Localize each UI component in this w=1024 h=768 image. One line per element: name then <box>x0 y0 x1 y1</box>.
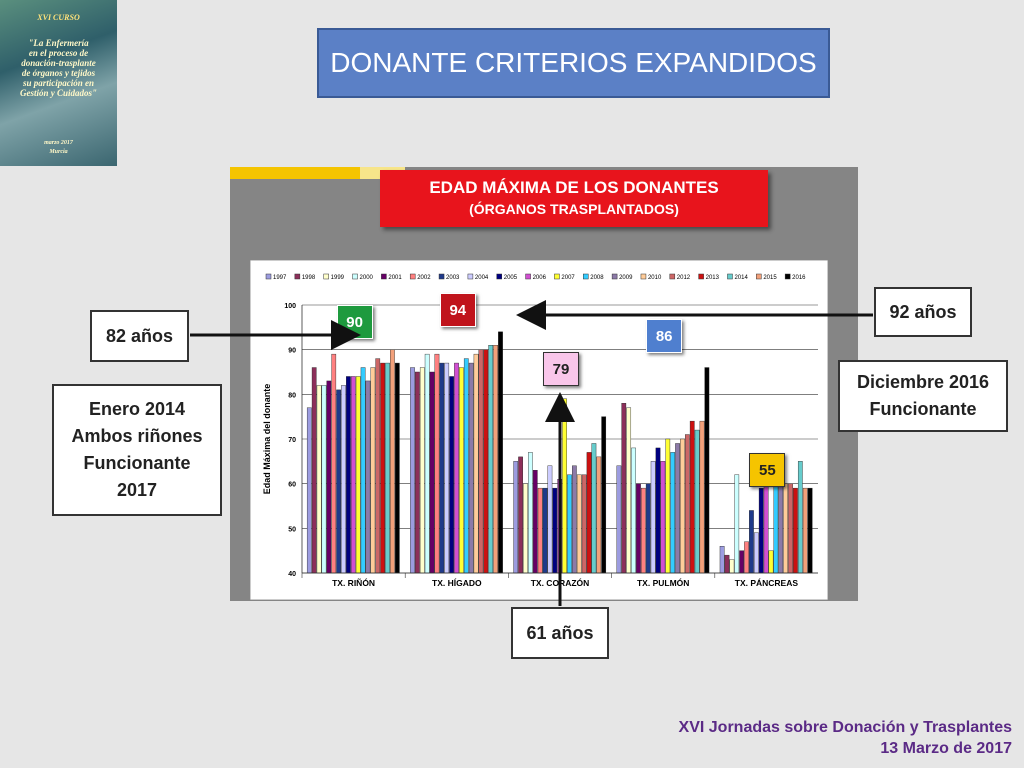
max-age-badge: 55 <box>749 453 786 487</box>
max-age-badge: 79 <box>543 352 579 386</box>
legend-label: 2008 <box>590 275 604 281</box>
y-tick-label: 80 <box>288 392 296 399</box>
legend-swatch <box>669 273 676 280</box>
legend-label: 2015 <box>763 275 777 281</box>
callout-line: Ambos riñones <box>71 426 203 446</box>
footer-date: 13 Marzo de 2017 <box>880 740 1012 758</box>
cover-line: "La Enfermería <box>28 38 89 48</box>
legend-label: 1999 <box>331 275 345 281</box>
y-tick-label: 40 <box>288 571 296 578</box>
legend-label: 2005 <box>504 275 518 281</box>
legend-swatch <box>323 273 329 280</box>
callout-line: 2017 <box>116 480 158 500</box>
callout-line: Enero 2014 <box>88 399 186 419</box>
legend-label: 2001 <box>388 275 402 281</box>
legend-swatch <box>496 273 502 280</box>
legend-swatch <box>409 273 416 280</box>
cover-date: marzo 2017 <box>44 140 73 146</box>
callout-line: Diciembre 2016 <box>856 372 990 392</box>
x-tick-label: TX. PÁNCREAS <box>735 578 799 588</box>
legend-swatch <box>265 273 272 280</box>
legend-swatch <box>467 273 474 280</box>
legend-swatch <box>525 273 531 280</box>
decorative-strip <box>230 167 360 179</box>
legend-swatch <box>294 273 301 280</box>
chart-title: EDAD MÁXIMA DE LOS DONANTES <box>429 178 719 197</box>
chart-title-banner: EDAD MÁXIMA DE LOS DONANTES (ÓRGANOS TRA… <box>380 170 768 227</box>
slide-title: DONANTE CRITERIOS EXPANDIDOS <box>317 28 830 98</box>
y-tick-label: 100 <box>284 303 296 310</box>
legend-swatch <box>756 273 762 280</box>
legend-swatch <box>352 273 358 280</box>
callout-line: Funcionante <box>869 399 977 419</box>
x-tick-label: TX. RIÑÓN <box>332 577 375 588</box>
cover-line: donación-trasplante <box>21 58 96 69</box>
y-tick-label: 70 <box>288 437 296 444</box>
legend-label: 2007 <box>561 275 575 281</box>
legend-swatch <box>438 273 445 280</box>
callout-rinon-age: 82 años <box>90 310 189 362</box>
legend-label: 2009 <box>619 275 633 281</box>
legend-label: 2010 <box>648 275 662 281</box>
cover-line: en el proceso de <box>28 48 89 59</box>
legend-label: 2002 <box>417 275 431 281</box>
chart-subtitle: (ÓRGANOS TRASPLANTADOS) <box>469 201 679 217</box>
callout-rinon-note: Enero 2014 Ambos riñones Funcionante 2017 <box>52 384 222 516</box>
legend-label: 1998 <box>302 275 316 281</box>
legend-label: 2014 <box>734 275 748 281</box>
legend-label: 1997 <box>273 275 287 281</box>
legend-label: 2004 <box>475 275 489 281</box>
x-tick-label: TX. HÍGADO <box>432 578 482 588</box>
y-tick-label: 50 <box>288 526 296 533</box>
legend-label: 2006 <box>533 275 547 281</box>
legend-swatch <box>583 273 589 280</box>
legend-label: 2012 <box>677 275 691 281</box>
legend-swatch <box>611 273 618 280</box>
legend-swatch <box>727 273 733 280</box>
legend-swatch <box>554 273 560 280</box>
y-tick-label: 90 <box>288 348 296 355</box>
callout-line: Funcionante <box>83 453 191 473</box>
legend-label: 2003 <box>446 275 460 281</box>
legend-label: 2016 <box>792 275 806 281</box>
cover-text: "La Enfermería en el proceso de donación-t… <box>2 38 115 98</box>
y-tick-label: 60 <box>288 482 296 489</box>
course-cover-image: XVI CURSO "La Enfermería en el proceso de… <box>0 0 117 166</box>
callout-higado-age: 92 años <box>874 287 972 337</box>
legend-swatch <box>784 273 791 280</box>
cover-line: Gestión y Cuidados" <box>19 88 97 99</box>
x-tick-label: TX. PULMÓN <box>637 577 689 588</box>
callout-corazon-age: 61 años <box>511 607 609 659</box>
footer-event: XVI Jornadas sobre Donación y Trasplante… <box>678 719 1012 737</box>
legend-label: 2013 <box>706 275 720 281</box>
max-age-badge: 86 <box>646 319 683 353</box>
cover-line: de órganos y tejidos <box>21 68 96 79</box>
cover-place: Murcia <box>49 149 68 155</box>
cover-line: su participación en <box>22 78 94 89</box>
legend-swatch <box>698 273 704 280</box>
footer: XVI Jornadas sobre Donación y Trasplante… <box>679 718 1012 760</box>
legend-swatch <box>640 273 647 280</box>
legend-label: 2000 <box>360 275 374 281</box>
y-axis-label: Edad Máxima del donante <box>262 384 272 495</box>
cover-course: XVI CURSO <box>37 13 80 22</box>
legend-swatch <box>381 273 387 280</box>
callout-pulmon-note: Diciembre 2016 Funcionante <box>838 360 1008 432</box>
max-age-badge: 94 <box>439 293 476 327</box>
